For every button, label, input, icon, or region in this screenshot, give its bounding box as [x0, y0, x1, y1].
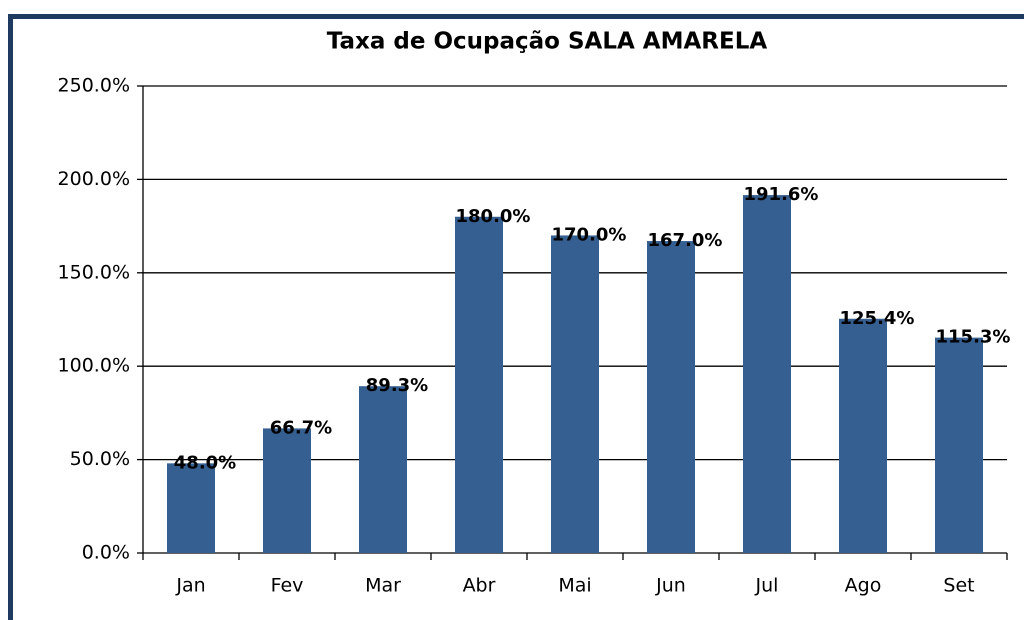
y-tick-label: 100.0%: [58, 355, 130, 377]
x-tick-label: Set: [943, 575, 974, 597]
bar: [551, 235, 599, 553]
bar: [263, 428, 311, 553]
frame-top: [8, 14, 1024, 19]
frame-left: [8, 14, 13, 620]
bar: [359, 386, 407, 553]
value-label: 125.4%: [840, 308, 915, 329]
bar: [839, 318, 887, 553]
y-tick-label: 0.0%: [82, 542, 130, 564]
x-tick-label: Mar: [365, 575, 401, 597]
bar: [455, 216, 503, 553]
value-label: 89.3%: [366, 375, 428, 396]
y-tick-label: 250.0%: [58, 75, 130, 97]
x-tick-label: Jul: [755, 575, 779, 597]
value-label: 191.6%: [744, 184, 819, 205]
value-label: 66.7%: [270, 417, 332, 438]
value-label: 115.3%: [936, 327, 1011, 348]
bar: [935, 337, 983, 553]
value-label: 180.0%: [456, 206, 531, 227]
chart-title: Taxa de Ocupação SALA AMARELA: [327, 29, 768, 55]
value-label: 170.0%: [552, 224, 627, 245]
x-tick-label: Abr: [463, 575, 496, 597]
x-tick-label: Jun: [655, 575, 686, 597]
value-label: 167.0%: [648, 230, 723, 251]
y-tick-label: 50.0%: [70, 448, 130, 470]
value-label: 48.0%: [174, 452, 236, 473]
bar: [167, 463, 215, 553]
x-tick-label: Fev: [271, 575, 304, 597]
x-tick-label: Jan: [175, 575, 205, 597]
bar: [743, 195, 791, 554]
x-tick-label: Ago: [845, 575, 882, 597]
y-tick-label: 200.0%: [58, 168, 130, 190]
bar: [647, 241, 695, 553]
y-tick-label: 150.0%: [58, 261, 130, 283]
x-tick-label: Mai: [558, 575, 591, 597]
